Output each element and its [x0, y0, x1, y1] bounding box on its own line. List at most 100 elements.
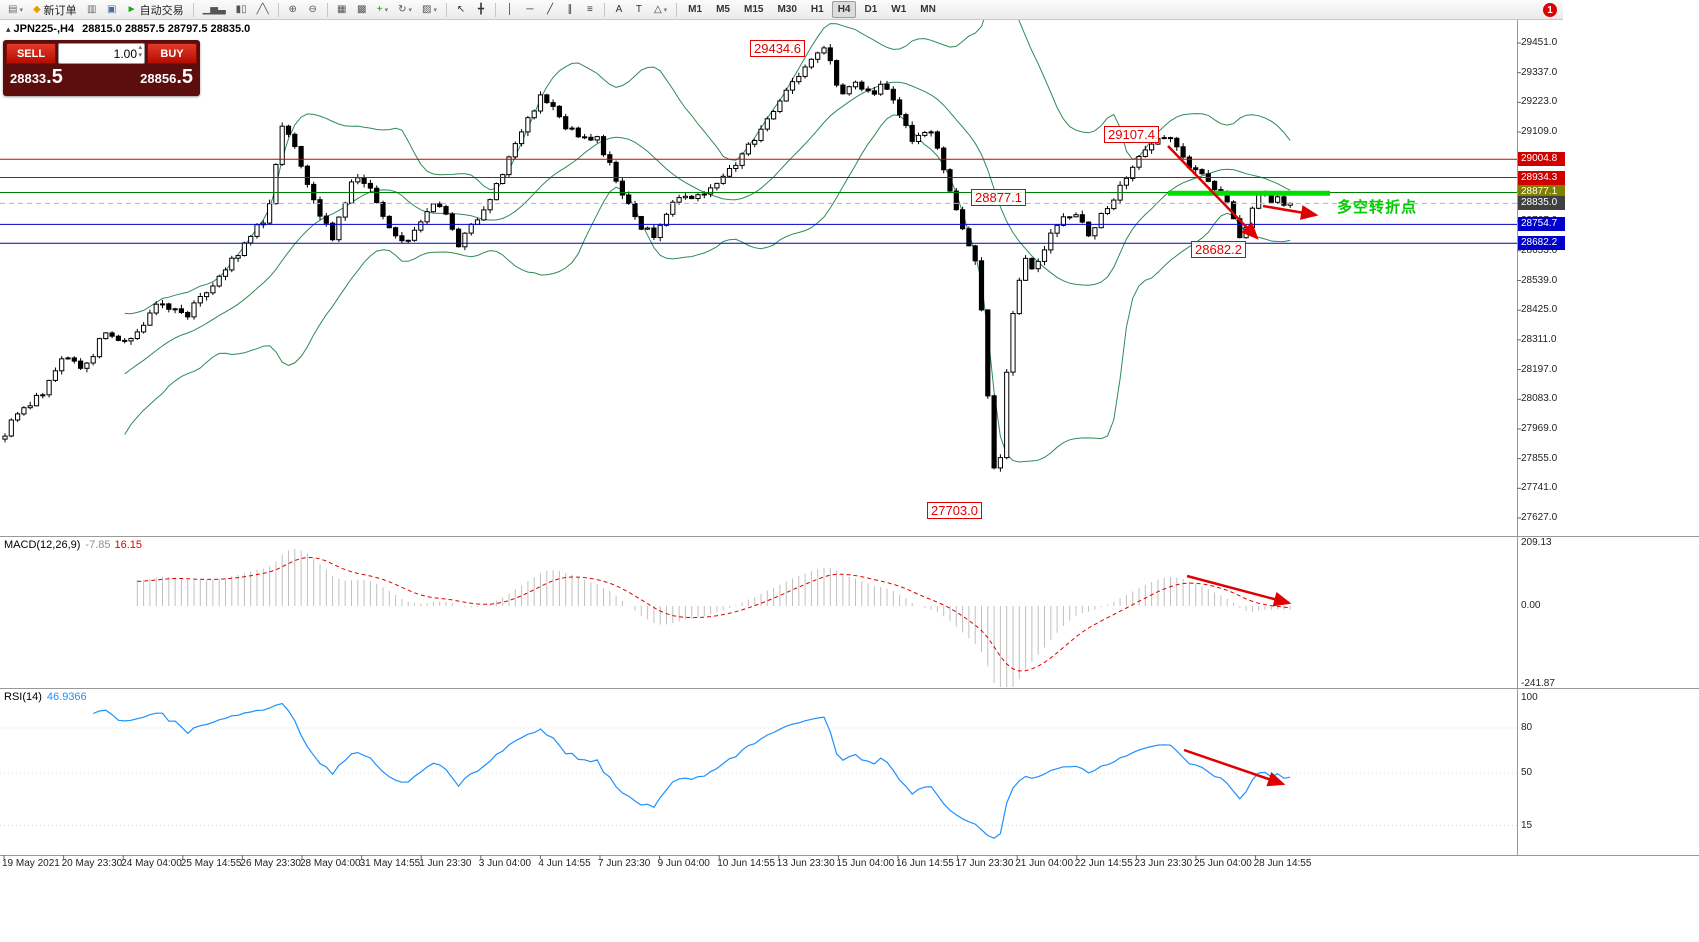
price-tag: 29004.8 — [1518, 152, 1565, 167]
time-axis-label: 16 Jun 14:55 — [896, 858, 954, 869]
templates-icon: ▨ — [421, 3, 432, 15]
volume-box: ▴▾ — [58, 43, 145, 64]
toolbar-templates-button[interactable]: ▨ ▾ — [418, 1, 441, 18]
timeframe-w1-button[interactable]: W1 — [891, 4, 907, 15]
label-tool-icon: T — [635, 3, 642, 15]
macd-name: MACD(12,26,9) — [4, 539, 81, 551]
macd-axis-label: 209.13 — [1521, 537, 1552, 548]
toolbar-bar-chart-mode-button[interactable]: ▁▅▃ — [199, 1, 230, 18]
periods-dropdown-icon[interactable]: ▾ — [408, 6, 412, 14]
timeframe-h1-button[interactable]: H1 — [810, 4, 824, 15]
sell-button[interactable]: SELL — [6, 43, 56, 64]
autotrading-label: 自动交易 — [139, 4, 184, 17]
time-axis-label: 1 Jun 23:30 — [419, 858, 472, 869]
timeframe-m15-button[interactable]: M15 — [743, 4, 764, 15]
shapes-icon: △ — [653, 3, 662, 15]
toolbar-zoom-in-button[interactable]: ⊕ — [284, 1, 302, 18]
toolbar-tile-windows-button[interactable]: ▦ — [333, 1, 351, 18]
toolbar-text-tool-button[interactable]: A — [610, 1, 628, 18]
buy-price-main: 28856 — [140, 71, 177, 86]
timeframe-m5-button[interactable]: M5 — [716, 4, 730, 15]
toolbar-new-chart-button[interactable]: ▤ ▾ — [4, 1, 27, 18]
y-axis-label: 28653.0 — [1521, 244, 1558, 256]
buy-price: 28856.5 — [140, 66, 193, 89]
cursor-icon: ↖ — [456, 3, 466, 15]
toolbar-market-watch-button[interactable]: ▥ — [83, 1, 101, 18]
toolbar-buttons: ▤ ▾ ◆ 新订单 ▥ ▣ ► 自动交易 ▁▅▃ ▮▯ ╱╲ ⊕ ⊖ ▦ ▩ + ▾ ↻ ▾ ▨ ▾ ↖ ╋ │ ─ ╱ ∥ ≡ A T △… — [3, 0, 681, 19]
rsi-axis-label: 50 — [1521, 767, 1533, 778]
toolbar-periods-button[interactable]: ↻ ▾ — [394, 1, 416, 18]
shapes-dropdown-icon[interactable]: ▾ — [663, 6, 668, 14]
timeframe-m1-button[interactable]: M1 — [688, 4, 703, 15]
time-axis-label: 15 Jun 04:00 — [836, 858, 895, 869]
indicators-dropdown-icon[interactable]: ▾ — [384, 6, 389, 14]
y-axis-label: 28425.0 — [1521, 304, 1558, 316]
templates-dropdown-icon[interactable]: ▾ — [433, 6, 437, 14]
trendline-icon: ╱ — [546, 3, 553, 15]
price-annotation[interactable]: 28682.2 — [1191, 241, 1246, 258]
toolbar-cascade-windows-button[interactable]: ▩ — [353, 1, 371, 18]
new-chart-dropdown-icon[interactable]: ▾ — [19, 6, 23, 14]
bar-chart-mode-icon: ▁▅▃ — [202, 3, 226, 15]
periods-icon: ↻ — [398, 3, 407, 15]
volume-spinner[interactable]: ▴ ▾ — [138, 44, 142, 60]
y-axis-label: 27627.0 — [1521, 512, 1558, 523]
price-annotation[interactable]: 29434.6 — [750, 40, 805, 57]
zoom-in-icon: ⊕ — [288, 3, 297, 15]
sell-price-frac: .5 — [46, 66, 63, 88]
timeframe-m30-button[interactable]: M30 — [777, 4, 797, 15]
price-annotation[interactable]: 28877.1 — [971, 189, 1026, 206]
rsi-axis-label: 80 — [1521, 722, 1533, 733]
spinner-up-icon[interactable]: ▴ — [138, 44, 142, 51]
notification-badge[interactable]: 1 — [1543, 3, 1557, 17]
time-axis-label: 28 May 04:00 — [300, 858, 361, 869]
toolbar-shapes-button[interactable]: △ ▾ — [650, 1, 671, 18]
toolbar-line-chart-mode-button[interactable]: ╱╲ — [253, 1, 273, 18]
time-axis-label: 28 Jun 14:55 — [1253, 858, 1312, 869]
time-axis-label: 20 May 23:30 — [61, 858, 123, 869]
toolbar-label-tool-button[interactable]: T — [630, 1, 648, 18]
toolbar-indicators-button[interactable]: + ▾ — [373, 1, 392, 18]
toolbar-crosshair-button[interactable]: ╋ — [472, 1, 490, 18]
spinner-down-icon[interactable]: ▾ — [138, 52, 142, 59]
toolbar-trendline-button[interactable]: ╱ — [541, 1, 559, 18]
toolbar-autotrading-button[interactable]: ► 自动交易 — [123, 1, 188, 18]
toolbar-new-order-button[interactable]: ◆ 新订单 — [29, 1, 81, 18]
price-annotation[interactable]: 27703.0 — [927, 502, 982, 519]
buy-button[interactable]: BUY — [147, 43, 197, 64]
one-click-trade-panel: SELL ▴▾ BUY 28833.5 28856.5 — [3, 40, 200, 96]
toolbar-cursor-button[interactable]: ↖ — [452, 1, 470, 18]
toolbar-horizontal-line-button[interactable]: ─ — [521, 1, 539, 18]
price-annotation[interactable]: 29107.4 — [1104, 126, 1159, 143]
y-axis-label: 29109.0 — [1521, 126, 1558, 138]
toolbar-zoom-out-button[interactable]: ⊖ — [304, 1, 322, 18]
toolbar-separator — [192, 2, 194, 17]
time-axis-label: 19 May 2021 — [2, 858, 60, 869]
new-order-label: 新订单 — [43, 4, 77, 17]
toolbar-channel-button[interactable]: ∥ — [561, 1, 579, 18]
timeframe-mn-button[interactable]: MN — [920, 4, 936, 15]
price-tag: 28835.0 — [1518, 196, 1565, 211]
toolbar-vertical-line-button[interactable]: │ — [501, 1, 519, 18]
y-axis-label: 28197.0 — [1521, 363, 1558, 375]
toolbar-candle-chart-mode-button[interactable]: ▮▯ — [232, 1, 251, 18]
y-axis-label: 28539.0 — [1521, 274, 1558, 286]
price-tag: 28682.2 — [1518, 236, 1565, 251]
sell-price-main: 28833 — [10, 71, 47, 86]
timeframe-h4-button[interactable]: H4 — [831, 1, 857, 18]
toolbar-separator — [326, 2, 328, 17]
timeframe-d1-button[interactable]: D1 — [864, 4, 878, 15]
toolbar-fibonacci-button[interactable]: ≡ — [581, 1, 599, 18]
indicators-icon: + — [376, 3, 383, 15]
toolbar-separator — [494, 2, 496, 17]
macd-axis-label: -241.87 — [1521, 678, 1555, 689]
time-axis-label: 9 Jun 04:00 — [657, 858, 710, 869]
channel-icon: ∥ — [567, 3, 573, 15]
volume-input[interactable] — [67, 46, 137, 61]
y-axis-label: 27969.0 — [1521, 422, 1558, 434]
toolbar-terminal-button[interactable]: ▣ — [103, 1, 121, 18]
turning-point-annotation[interactable]: 多空转折点 — [1337, 199, 1418, 216]
time-axis-label: 31 May 14:55 — [359, 858, 421, 869]
